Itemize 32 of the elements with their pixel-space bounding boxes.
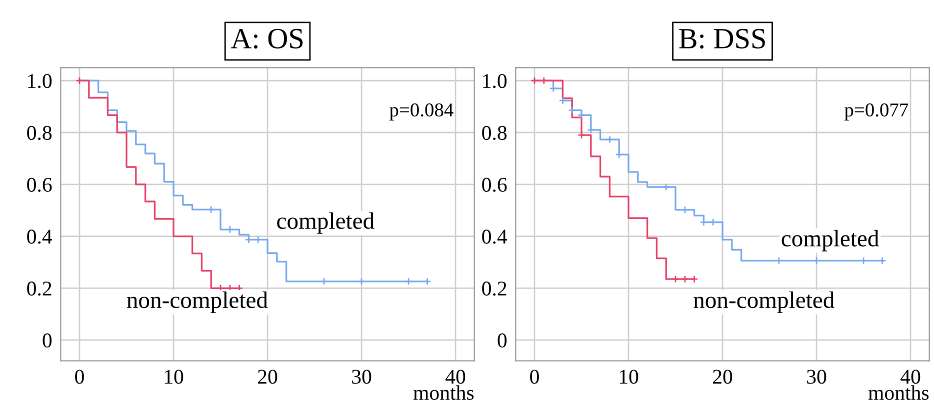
annotation: completed <box>782 230 879 252</box>
y-tick-label: 0.4 <box>27 230 52 244</box>
x-tick-label: 0 <box>75 370 84 384</box>
x-axis-title: months <box>868 385 929 400</box>
y-tick-label: 0 <box>42 333 52 348</box>
x-tick-label: 10 <box>164 370 184 384</box>
x-tick-label: 30 <box>807 370 826 384</box>
x-tick-label: 30 <box>352 370 372 384</box>
annotation: non-completed <box>126 291 268 313</box>
x-tick-label: 40 <box>900 370 920 384</box>
x-axis-title: months <box>413 385 474 400</box>
annotation: p=0.084 <box>390 103 454 120</box>
annotation: non-completed <box>694 291 834 313</box>
y-tick-label: 0.2 <box>27 282 52 296</box>
y-tick-label: 0 <box>498 333 507 348</box>
annotation: completed <box>277 212 374 234</box>
x-tick-label: 10 <box>620 370 638 384</box>
y-tick-label: 0.8 <box>27 126 52 140</box>
x-tick-label: 20 <box>258 370 278 384</box>
chart-title: B: DSS <box>679 28 765 49</box>
x-tick-label: 40 <box>446 370 466 384</box>
chart-title: A: OS <box>230 28 303 49</box>
y-tick-label: 1.0 <box>483 74 507 88</box>
x-tick-label: 0 <box>530 370 539 384</box>
x-tick-label: 20 <box>713 370 732 384</box>
y-tick-label: 1.0 <box>28 74 52 88</box>
y-tick-label: 0.2 <box>482 282 506 296</box>
y-tick-label: 0.4 <box>482 230 508 244</box>
y-tick-label: 0.6 <box>27 178 52 192</box>
y-tick-label: 0.6 <box>482 178 507 192</box>
y-tick-label: 0.8 <box>482 126 507 140</box>
annotation: p=0.077 <box>844 103 908 120</box>
